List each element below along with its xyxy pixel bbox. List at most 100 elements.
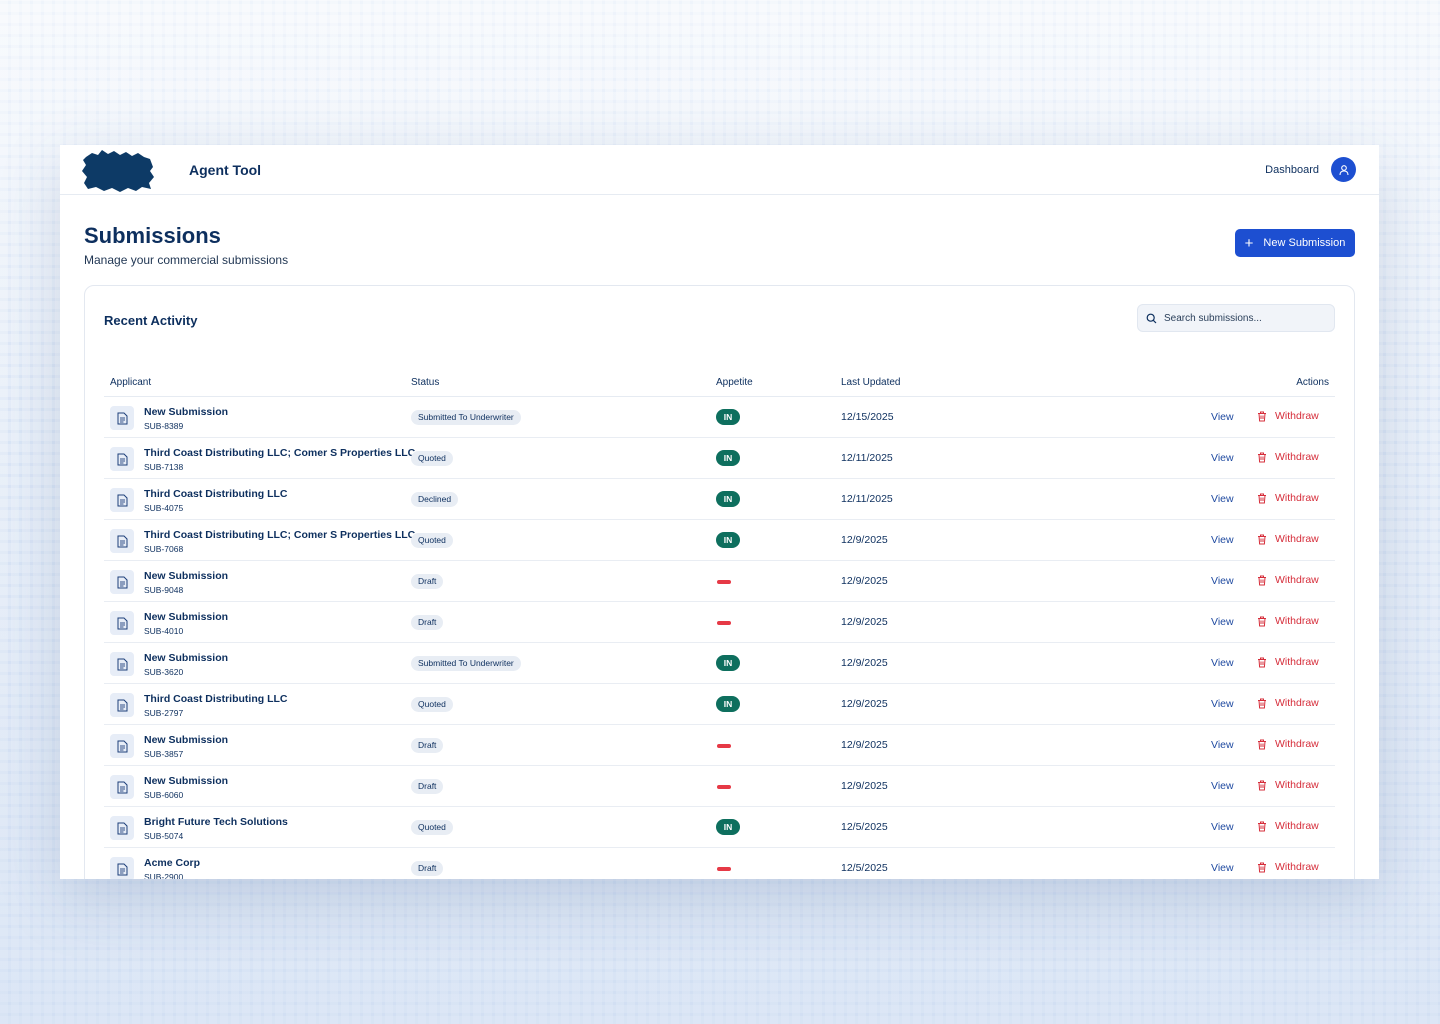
last-updated: 12/5/2025 — [841, 821, 888, 833]
table-row[interactable]: New Submission SUB-3620 Submitted To Und… — [104, 643, 1335, 684]
view-link[interactable]: View — [1211, 493, 1234, 505]
col-last-updated[interactable]: Last Updated — [841, 377, 901, 388]
submission-id: SUB-7068 — [144, 544, 184, 554]
table-row[interactable]: Acme Corp SUB-2900 Draft 12/5/2025 View … — [104, 848, 1335, 879]
col-status[interactable]: Status — [411, 377, 440, 388]
view-link[interactable]: View — [1211, 821, 1234, 833]
view-link[interactable]: View — [1211, 739, 1234, 751]
withdraw-label: Withdraw — [1275, 779, 1319, 791]
last-updated: 12/11/2025 — [841, 452, 893, 464]
document-icon — [110, 734, 134, 758]
applicant-name[interactable]: Bright Future Tech Solutions — [144, 816, 288, 828]
applicant-name[interactable]: New Submission — [144, 570, 229, 582]
withdraw-button[interactable]: Withdraw — [1257, 697, 1319, 709]
withdraw-button[interactable]: Withdraw — [1257, 820, 1319, 832]
applicant-name[interactable]: Third Coast Distributing LLC — [144, 693, 288, 705]
table-row[interactable]: Third Coast Distributing LLC; Comer S Pr… — [104, 438, 1335, 479]
page-title: Submissions — [84, 223, 221, 248]
table-row[interactable]: New Submission SUB-3857 Draft 12/9/2025 … — [104, 725, 1335, 766]
applicant-name[interactable]: New Submission — [144, 406, 229, 418]
applicant-name[interactable]: Third Coast Distributing LLC; Comer S Pr… — [144, 447, 416, 459]
table-row[interactable]: Third Coast Distributing LLC; Comer S Pr… — [104, 520, 1335, 561]
withdraw-label: Withdraw — [1275, 574, 1319, 586]
table-row[interactable]: Third Coast Distributing LLC SUB-2797 Qu… — [104, 684, 1335, 725]
page-header: Submissions Manage your commercial submi… — [84, 223, 288, 267]
document-icon — [110, 693, 134, 717]
last-updated: 12/11/2025 — [841, 493, 893, 505]
user-avatar[interactable] — [1331, 157, 1356, 182]
view-link[interactable]: View — [1211, 616, 1234, 628]
applicant-name[interactable]: New Submission — [144, 652, 229, 664]
applicant-name[interactable]: New Submission — [144, 775, 229, 787]
appetite-badge: IN — [716, 491, 740, 507]
last-updated: 12/9/2025 — [841, 575, 888, 587]
trash-icon — [1258, 534, 1266, 544]
last-updated: 12/9/2025 — [841, 780, 888, 792]
app-window: Agent Tool Dashboard Submissions Manage … — [60, 145, 1379, 879]
withdraw-button[interactable]: Withdraw — [1257, 410, 1319, 422]
col-applicant[interactable]: Applicant — [110, 377, 152, 388]
view-link[interactable]: View — [1211, 534, 1234, 546]
company-logo[interactable] — [80, 147, 156, 193]
withdraw-button[interactable]: Withdraw — [1257, 533, 1319, 545]
view-link[interactable]: View — [1211, 575, 1234, 587]
submission-id: SUB-3620 — [144, 667, 184, 677]
document-icon — [110, 529, 134, 553]
status-badge: Draft — [411, 574, 444, 589]
search-box[interactable] — [1137, 304, 1335, 332]
submission-id: SUB-6060 — [144, 790, 184, 800]
submission-id: SUB-5074 — [144, 831, 184, 841]
status-badge: Quoted — [411, 697, 453, 712]
submission-id: SUB-7138 — [144, 462, 184, 472]
withdraw-label: Withdraw — [1275, 410, 1319, 422]
withdraw-button[interactable]: Withdraw — [1257, 615, 1319, 627]
view-link[interactable]: View — [1211, 862, 1234, 874]
applicant-name[interactable]: Third Coast Distributing LLC — [144, 488, 288, 500]
status-badge: Quoted — [411, 533, 453, 548]
status-badge: Draft — [411, 861, 444, 876]
applicant-name[interactable]: Third Coast Distributing LLC; Comer S Pr… — [144, 529, 416, 541]
table-row[interactable]: New Submission SUB-6060 Draft 12/9/2025 … — [104, 766, 1335, 807]
appetite-badge: IN — [716, 532, 740, 548]
applicant-name[interactable]: New Submission — [144, 611, 229, 623]
withdraw-button[interactable]: Withdraw — [1257, 574, 1319, 586]
submission-id: SUB-4010 — [144, 626, 184, 636]
withdraw-button[interactable]: Withdraw — [1257, 451, 1319, 463]
submission-id: SUB-4075 — [144, 503, 184, 513]
view-link[interactable]: View — [1211, 698, 1234, 710]
withdraw-button[interactable]: Withdraw — [1257, 656, 1319, 668]
table-row[interactable]: Bright Future Tech Solutions SUB-5074 Qu… — [104, 807, 1335, 848]
last-updated: 12/9/2025 — [841, 534, 888, 546]
view-link[interactable]: View — [1211, 657, 1234, 669]
applicant-name[interactable]: New Submission — [144, 734, 229, 746]
last-updated: 12/9/2025 — [841, 698, 888, 710]
last-updated: 12/9/2025 — [841, 739, 888, 751]
view-link[interactable]: View — [1211, 411, 1234, 423]
withdraw-button[interactable]: Withdraw — [1257, 861, 1319, 873]
withdraw-button[interactable]: Withdraw — [1257, 738, 1319, 750]
table-row[interactable]: New Submission SUB-8389 Submitted To Und… — [104, 397, 1335, 438]
appetite-none-indicator — [717, 785, 731, 789]
search-input[interactable] — [1164, 312, 1324, 324]
withdraw-button[interactable]: Withdraw — [1257, 492, 1319, 504]
view-link[interactable]: View — [1211, 452, 1234, 464]
table-row[interactable]: New Submission SUB-4010 Draft 12/9/2025 … — [104, 602, 1335, 643]
withdraw-label: Withdraw — [1275, 820, 1319, 832]
appetite-none-indicator — [717, 867, 731, 871]
table-row[interactable]: Third Coast Distributing LLC SUB-4075 De… — [104, 479, 1335, 520]
applicant-name[interactable]: Acme Corp — [144, 857, 201, 869]
view-link[interactable]: View — [1211, 780, 1234, 792]
withdraw-label: Withdraw — [1275, 697, 1319, 709]
trash-icon — [1258, 739, 1266, 749]
new-submission-button[interactable]: + New Submission — [1235, 229, 1355, 257]
card-title: Recent Activity — [104, 313, 198, 328]
dashboard-link[interactable]: Dashboard — [1265, 163, 1319, 176]
document-icon — [110, 570, 134, 594]
submission-id: SUB-8389 — [144, 421, 184, 431]
appetite-none-indicator — [717, 621, 731, 625]
table-row[interactable]: New Submission SUB-9048 Draft 12/9/2025 … — [104, 561, 1335, 602]
document-icon — [110, 447, 134, 471]
withdraw-button[interactable]: Withdraw — [1257, 779, 1319, 791]
col-appetite[interactable]: Appetite — [716, 377, 753, 388]
status-badge: Draft — [411, 779, 444, 794]
